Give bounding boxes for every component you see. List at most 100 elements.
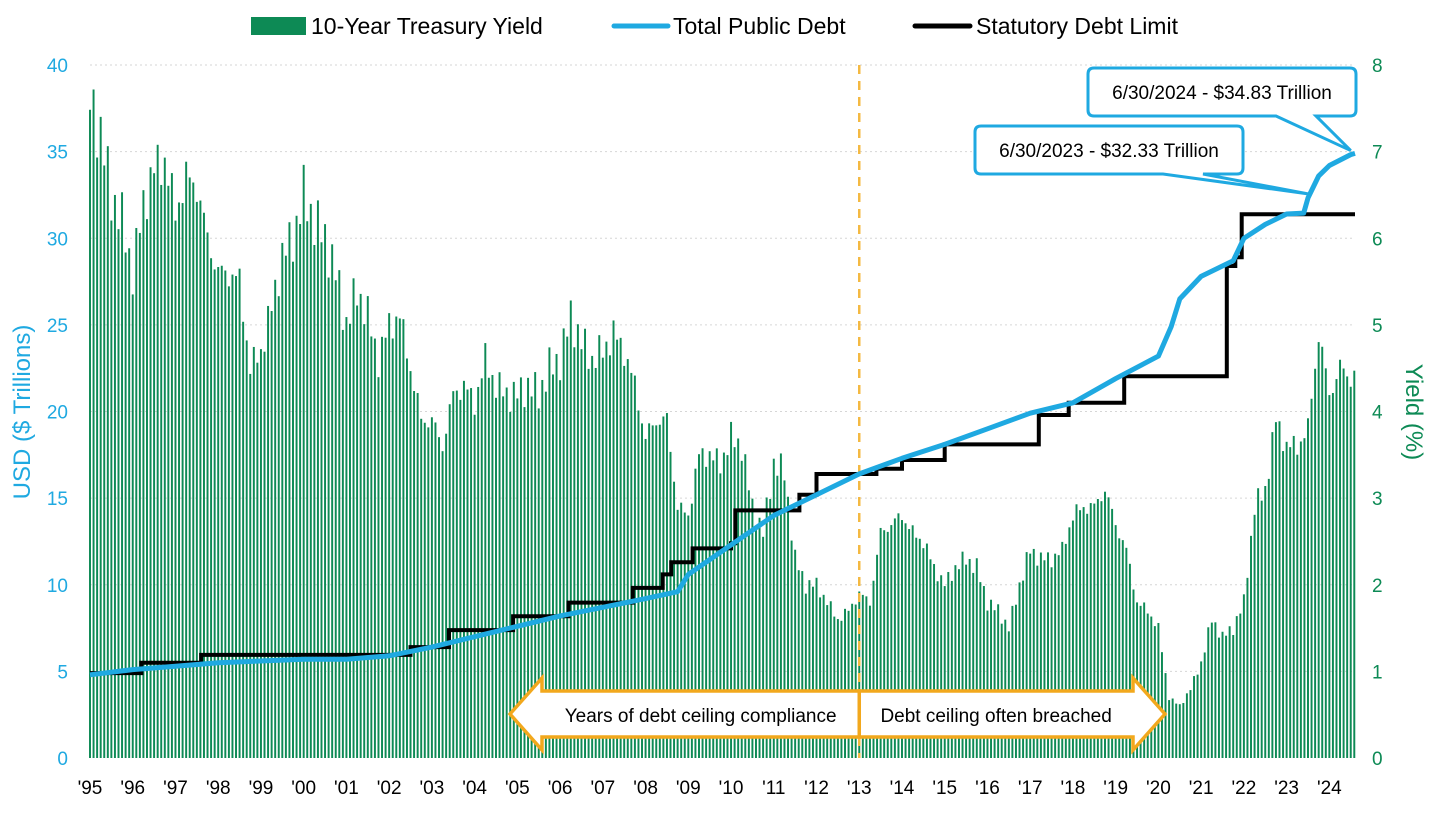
yield-bar — [480, 378, 483, 758]
yield-bar — [868, 605, 871, 758]
yield-bar — [576, 324, 579, 758]
yield-bar — [502, 396, 505, 758]
yield-bar — [804, 593, 807, 758]
x-tick-label: '00 — [291, 778, 316, 799]
yield-bar — [1228, 626, 1231, 758]
yield-bar — [384, 337, 387, 758]
yield-bar — [833, 616, 836, 758]
callout-2023-label: 6/30/2023 - $32.33 Trillion — [999, 141, 1219, 162]
yield-bar — [349, 323, 351, 758]
yield-bar — [975, 558, 978, 758]
yield-bar — [811, 586, 814, 758]
yield-bar — [719, 473, 722, 758]
yield-bar — [751, 498, 754, 758]
yield-bar — [616, 339, 619, 758]
yield-bar — [103, 165, 106, 759]
x-tick-label: '20 — [1146, 778, 1171, 799]
yield-bar — [986, 610, 989, 758]
yield-bar — [548, 347, 551, 758]
yield-bar — [787, 496, 790, 758]
yield-bar — [341, 329, 344, 758]
yield-bar — [1339, 359, 1342, 758]
yield-bar — [206, 232, 209, 759]
yield-bar — [338, 270, 341, 758]
yield-bar — [124, 252, 127, 758]
yield-bar — [1314, 368, 1317, 758]
yield-bar — [135, 227, 138, 758]
yield-bar — [1096, 499, 1099, 758]
yield-bar — [1160, 652, 1163, 758]
yield-bar — [89, 109, 91, 759]
yield-bar — [512, 381, 515, 758]
yield-bar — [373, 338, 376, 758]
yield-bar — [1054, 553, 1057, 758]
yield-bar — [1296, 454, 1299, 758]
x-tick-label: '17 — [1018, 778, 1043, 799]
yield-bar — [968, 558, 971, 758]
yield-bar — [997, 604, 1000, 758]
yield-bar — [943, 586, 946, 758]
yield-bar — [680, 502, 683, 758]
yield-bar — [694, 468, 697, 758]
yield-bar — [138, 232, 141, 759]
yield-bar — [320, 242, 323, 758]
yield-bar — [381, 336, 384, 758]
yield-bar — [327, 277, 330, 758]
yield-bar — [701, 448, 704, 758]
yield-bar — [922, 548, 925, 758]
yield-bar — [448, 404, 451, 758]
yield-bar — [217, 267, 220, 758]
yield-bar — [658, 424, 661, 758]
yield-bar — [160, 184, 163, 758]
yield-bar — [1214, 622, 1217, 758]
yield-bar — [993, 610, 996, 758]
x-tick-label: '95 — [78, 778, 103, 799]
yield-bar — [673, 481, 676, 758]
yield-bar — [829, 601, 832, 758]
yield-bar — [281, 242, 284, 759]
yield-bar — [441, 451, 444, 758]
yield-bar — [754, 528, 757, 758]
yield-bar — [242, 321, 245, 758]
callouts: 6/30/2024 - $34.83 Trillion 6/30/2023 - $… — [973, 66, 1358, 196]
x-tick-label: '99 — [249, 778, 274, 799]
yield-bar — [1128, 563, 1131, 758]
yield-bar — [961, 551, 964, 758]
yield-bar — [106, 146, 109, 759]
yield-bar — [363, 324, 366, 758]
yield-bar — [163, 157, 166, 758]
yield-bar — [295, 215, 298, 758]
yield-bar — [879, 527, 882, 758]
yield-bar — [256, 362, 259, 758]
yield-bar — [1114, 525, 1117, 758]
yield-bar — [1346, 376, 1349, 758]
yield-bar — [601, 357, 604, 758]
yield-bar — [334, 280, 337, 758]
left-tick-label: 35 — [47, 143, 68, 164]
left-tick-label: 30 — [47, 229, 68, 250]
yield-bar — [1289, 447, 1292, 758]
yield-bar — [758, 517, 761, 758]
yield-bar — [972, 572, 975, 758]
yield-bar — [220, 265, 223, 758]
yield-bar — [925, 543, 928, 758]
left-tick-label: 15 — [47, 489, 68, 510]
x-tick-label: '14 — [890, 778, 915, 799]
x-tick-label: '15 — [932, 778, 957, 799]
yield-bar — [541, 379, 544, 758]
yield-bar — [1335, 379, 1338, 758]
yield-bar — [156, 144, 159, 758]
yield-bar — [427, 427, 430, 758]
yield-bar — [263, 351, 266, 758]
yield-bar — [1011, 605, 1014, 758]
yield-bar — [1171, 698, 1174, 758]
yield-bar — [1189, 690, 1192, 758]
yield-bar — [1057, 555, 1060, 758]
yield-bar — [1246, 577, 1249, 758]
yield-bar — [1235, 616, 1238, 758]
yield-bar — [851, 603, 854, 758]
yield-bar — [1014, 604, 1017, 758]
yield-bar — [712, 460, 715, 758]
left-tick-label: 5 — [57, 662, 68, 683]
yield-bar — [865, 596, 868, 758]
